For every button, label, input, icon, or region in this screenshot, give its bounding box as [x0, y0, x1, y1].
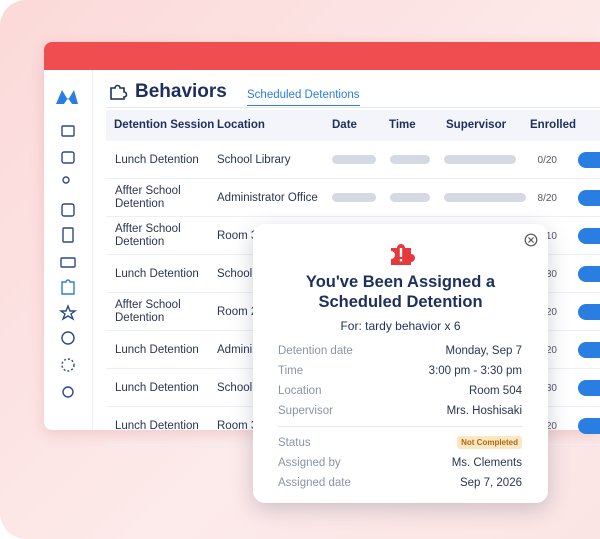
detail-value: Mrs. Hoshisaki	[446, 405, 522, 417]
action-button[interactable]	[578, 228, 600, 244]
nav-icon[interactable]	[61, 358, 75, 372]
time-placeholder	[390, 193, 430, 202]
action-button[interactable]	[578, 190, 600, 206]
page-title: Behaviors	[135, 81, 227, 102]
action-button[interactable]	[578, 342, 600, 358]
nav-icon[interactable]	[62, 227, 74, 243]
modal: You've Been Assigned a Scheduled Detenti…	[253, 224, 548, 503]
column-header: Date	[332, 119, 357, 131]
nav-icon[interactable]	[61, 203, 75, 217]
nav-icon[interactable]	[62, 386, 74, 398]
location: School	[217, 268, 253, 280]
enrolled: /10	[543, 231, 557, 242]
modal-subtitle: For: tardy behavior x 6	[340, 319, 461, 333]
enrolled: 0/20	[537, 155, 557, 166]
column-header: Time	[389, 119, 416, 131]
action-button[interactable]	[578, 418, 600, 434]
time-placeholder	[390, 155, 430, 164]
session-name: Lunch Detention	[115, 344, 199, 356]
session-name: Lunch Detention	[115, 382, 199, 394]
location: Administrator Office	[217, 192, 318, 204]
supervisor-placeholder	[444, 155, 516, 164]
session-name: Lunch Detention	[115, 154, 199, 166]
detail-label: Assigned by	[278, 457, 341, 469]
enrolled: 20	[545, 421, 557, 432]
location: School Library	[217, 154, 291, 166]
status-label: Status	[278, 437, 311, 449]
detail-label: Time	[278, 365, 304, 377]
logo	[56, 90, 78, 104]
enrolled: 30	[545, 383, 557, 394]
top-bar	[44, 42, 600, 70]
modal-title: You've Been Assigned a Scheduled Detenti…	[305, 273, 496, 311]
session-name: Lunch Detention	[115, 420, 199, 432]
detail-value: Ms. Clements	[451, 457, 522, 469]
date-placeholder	[332, 155, 376, 164]
sidebar-icons	[56, 90, 78, 398]
close-button[interactable]	[524, 233, 538, 247]
table-header	[106, 110, 600, 141]
detail-label: Detention date	[278, 345, 353, 357]
row-divider	[106, 216, 600, 217]
nav-icon[interactable]	[58, 304, 78, 321]
session-name: Affter School Detention	[115, 223, 181, 248]
location: School	[217, 382, 253, 394]
enrolled: 8/20	[537, 193, 557, 204]
session-name: Affter School Detention	[115, 185, 181, 210]
nav-icon[interactable]	[60, 257, 76, 268]
nav-icon[interactable]	[62, 176, 70, 184]
enrolled: 30	[545, 269, 557, 280]
row-divider	[106, 178, 600, 179]
session-name: Lunch Detention	[115, 268, 199, 280]
divider	[278, 426, 523, 427]
location: Room 3	[217, 230, 258, 242]
detail-label: Assigned date	[278, 477, 351, 489]
detail-value: Room 504	[468, 385, 522, 397]
action-button[interactable]	[578, 266, 600, 282]
location: Admini	[217, 344, 253, 356]
nav-icon[interactable]	[61, 151, 75, 164]
tab[interactable]: Scheduled Detentions	[247, 89, 360, 106]
location: Room 3	[217, 420, 258, 432]
divider	[106, 107, 600, 108]
column-header: Detention Session	[114, 119, 215, 131]
status-badge: Not Completed	[457, 436, 522, 449]
detail-label: Supervisor	[278, 405, 333, 417]
detail-value: Sep 7, 2026	[459, 477, 522, 489]
action-button[interactable]	[578, 380, 600, 396]
detail-value: 3:00 pm - 3:30 pm	[428, 365, 522, 377]
detail-value: Monday, Sep 7	[445, 345, 522, 357]
nav-icon[interactable]	[61, 279, 75, 295]
header-icon	[110, 84, 128, 100]
enrolled: 20	[545, 307, 557, 318]
alert-icon	[391, 244, 415, 265]
enrolled: 20	[545, 345, 557, 356]
nav-icon[interactable]	[61, 125, 75, 137]
location: Room 2	[217, 306, 258, 318]
action-button[interactable]	[578, 152, 600, 168]
column-header: Location	[217, 119, 265, 131]
nav-icon[interactable]	[61, 331, 75, 345]
supervisor-placeholder	[444, 193, 526, 202]
action-button[interactable]	[578, 304, 600, 320]
session-name: Affter School Detention	[115, 299, 181, 324]
date-placeholder	[332, 193, 376, 202]
sidebar	[44, 70, 93, 430]
detail-label: Location	[278, 385, 322, 397]
column-header: Enrolled	[530, 119, 577, 131]
column-header: Supervisor	[446, 119, 507, 131]
